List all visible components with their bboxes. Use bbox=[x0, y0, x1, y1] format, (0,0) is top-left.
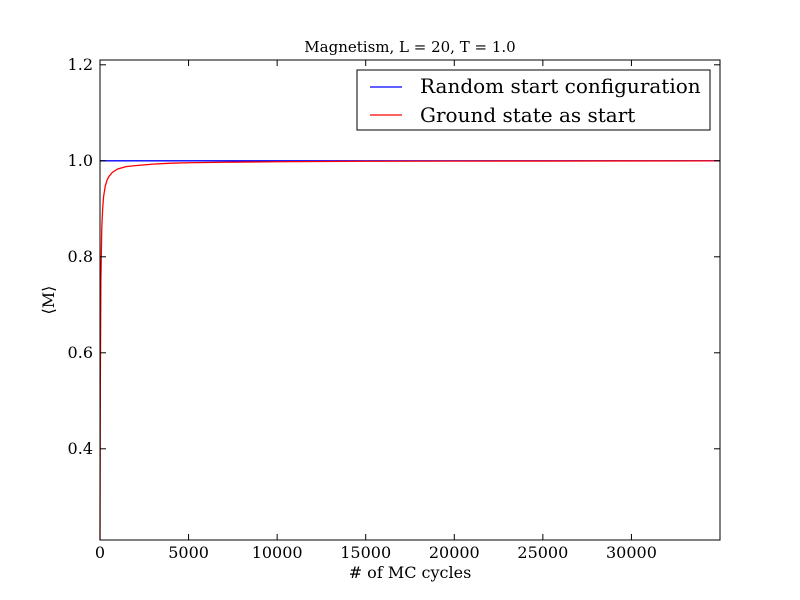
y-tick-label: 1.2 bbox=[68, 55, 93, 74]
legend-label-random: Random start configuration bbox=[420, 74, 701, 98]
legend: Random start configuration Ground state … bbox=[356, 69, 711, 131]
y-tick-label: 0.6 bbox=[68, 343, 93, 362]
plot-frame bbox=[99, 59, 721, 541]
plot-area bbox=[99, 160, 721, 541]
x-tick-label: 15000 bbox=[340, 543, 391, 562]
legend-label-ground: Ground state as start bbox=[420, 103, 635, 127]
x-tick-label: 5000 bbox=[168, 543, 209, 562]
x-tick-label: 30000 bbox=[606, 543, 657, 562]
series-line-1 bbox=[99, 160, 721, 541]
x-tick-label: 20000 bbox=[429, 543, 480, 562]
y-tick-label: 0.8 bbox=[68, 247, 93, 266]
axis-ticks: 0 5000 10000 15000 20000 25000 30000 0.4 0.6 0.8 1… bbox=[68, 55, 720, 562]
y-tick-label: 0.4 bbox=[68, 439, 93, 458]
y-axis-label: ⟨M⟩ bbox=[39, 286, 58, 315]
y-tick-label: 1.0 bbox=[68, 151, 93, 170]
x-tick-label: 10000 bbox=[252, 543, 303, 562]
x-tick-label: 25000 bbox=[517, 543, 568, 562]
x-tick-label: 0 bbox=[95, 543, 105, 562]
chart-title: Magnetism, L = 20, T = 1.0 bbox=[304, 38, 515, 56]
x-axis-label: # of MC cycles bbox=[349, 563, 472, 582]
legend-box bbox=[356, 69, 711, 131]
